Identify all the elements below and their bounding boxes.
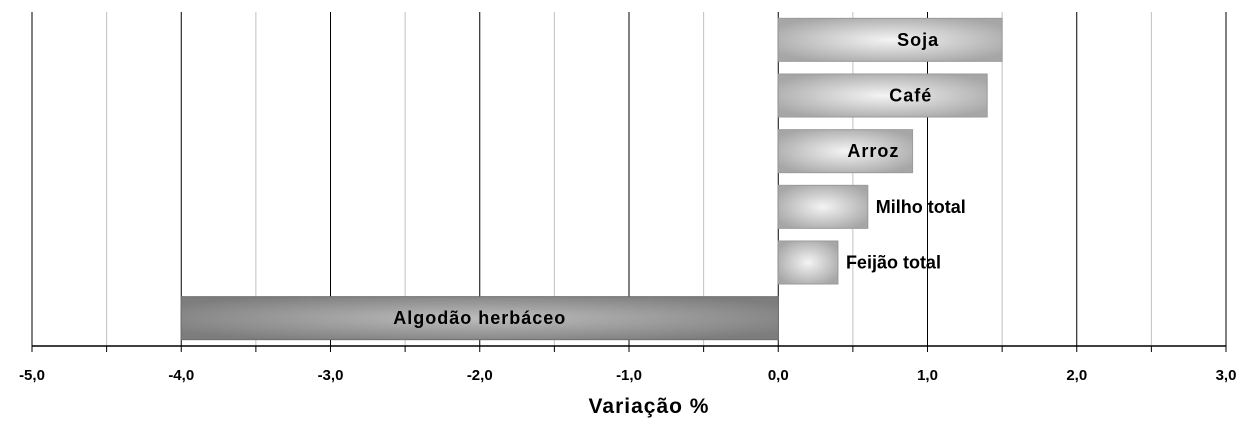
bar	[777, 240, 839, 285]
x-axis-title: Variação %	[589, 395, 710, 418]
x-tick-label: -2,0	[467, 367, 493, 384]
bar	[777, 17, 1003, 62]
x-tick-label: -4,0	[168, 367, 194, 384]
bar-label: Milho total	[876, 197, 966, 217]
x-tick-label: -1,0	[616, 367, 642, 384]
x-tick-label: 1,0	[917, 367, 938, 384]
gridlines	[31, 12, 1227, 346]
x-tick-label: 0,0	[768, 367, 789, 384]
bar	[777, 184, 869, 229]
x-tick-label: 2,0	[1066, 367, 1087, 384]
bar-label: Café	[889, 86, 932, 106]
x-tick-label: 3,0	[1216, 367, 1237, 384]
bar-label: Arroz	[847, 141, 899, 161]
x-tick-label: -5,0	[19, 367, 45, 384]
bar	[777, 129, 914, 174]
bar-label: Soja	[897, 30, 939, 50]
bars: Soja Café Arroz Milho total Feijão total Algo…	[180, 17, 1003, 341]
x-tick-label: -3,0	[318, 367, 344, 384]
bar	[180, 296, 779, 341]
bar-label: Feijão total	[846, 253, 941, 273]
x-axis: -5,0 -4,0 -3,0 -2,0 -1,0 0,0 1,0 2,0 3,0	[19, 345, 1237, 384]
bar-label: Algodão herbáceo	[393, 308, 566, 328]
bar	[777, 73, 988, 118]
